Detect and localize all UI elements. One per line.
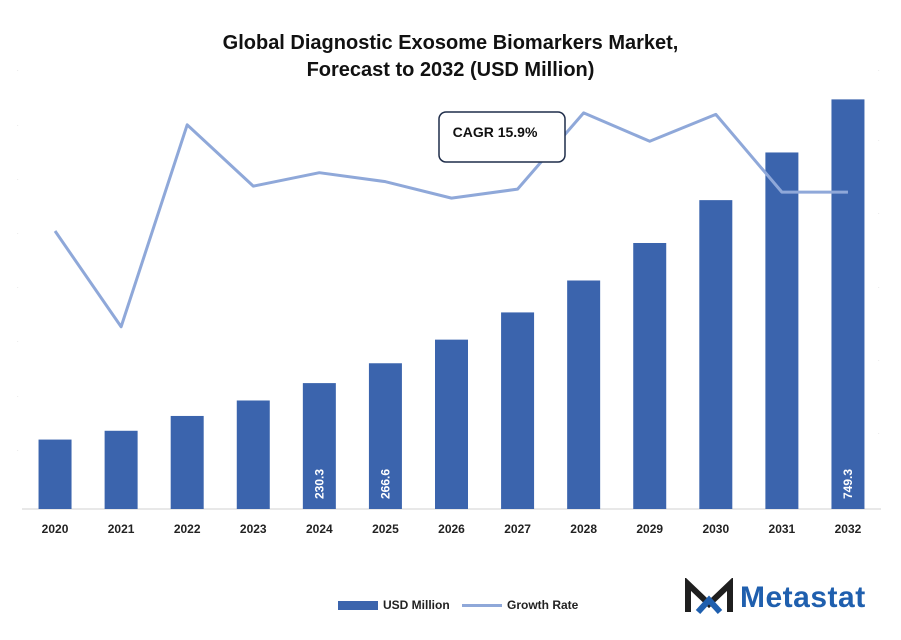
y2-axis-tick-0: -	[878, 67, 880, 72]
y-axis-tick-4: -	[17, 284, 19, 289]
cagr-annotation-text: CAGR 15.9%	[453, 124, 538, 140]
x-tick-label-2025: 2025	[372, 522, 399, 536]
bar-2028	[567, 280, 601, 509]
y-axis-tick-6: -	[17, 393, 19, 398]
y-axis-tick-0: -	[17, 67, 19, 72]
metastat-logo-icon	[685, 578, 733, 615]
bar-2021	[104, 430, 138, 509]
y-axis-tick-2: -	[17, 176, 19, 181]
x-tick-label-2020: 2020	[42, 522, 69, 536]
y2-axis-tick-4: -	[878, 357, 880, 362]
legend-item-growth-rate: Growth Rate	[462, 598, 578, 612]
x-tick-label-2029: 2029	[636, 522, 663, 536]
x-tick-label-2021: 2021	[108, 522, 135, 536]
bar-2023	[236, 400, 270, 509]
legend-item-usd-million: USD Million	[338, 598, 450, 612]
y-axis-tick-7: -	[17, 447, 19, 452]
bar-data-label-2024: 230.3	[312, 469, 326, 499]
chart-title-line2: Forecast to 2032 (USD Million)	[306, 59, 595, 81]
legend-label-growth-rate: Growth Rate	[507, 598, 579, 612]
x-tick-label-2028: 2028	[570, 522, 597, 536]
y2-axis-tick-1: -	[878, 137, 880, 142]
bar-2032	[831, 99, 865, 510]
bar-data-label-2025: 266.6	[378, 469, 392, 499]
bar-2020	[38, 439, 72, 509]
legend-swatch-bar	[338, 600, 378, 610]
bar-2029	[633, 242, 667, 509]
x-tick-label-2032: 2032	[835, 522, 862, 536]
x-tick-label-2027: 2027	[504, 522, 531, 536]
y-axis-tick-3: -	[17, 230, 19, 235]
legend: USD Million Growth Rate	[0, 598, 901, 618]
bar-2030	[699, 200, 733, 509]
legend-swatch-line	[462, 603, 502, 607]
y2-axis-tick-5: -	[878, 430, 880, 435]
legend-label-usd-million: USD Million	[383, 598, 450, 612]
cagr-annotation-box	[438, 111, 566, 163]
bar-2022	[170, 415, 204, 509]
x-tick-label-2026: 2026	[438, 522, 465, 536]
chart-title-line1: Global Diagnostic Exosome Biomarkers Mar…	[222, 32, 679, 54]
y-axis-tick-5: -	[17, 338, 19, 343]
chart-plot: - - - - - - - - - - - - - - 2020 2021 2022 2023 230.3 2024 2…	[17, 67, 881, 536]
y2-axis-tick-2: -	[878, 210, 880, 215]
x-tick-label-2022: 2022	[174, 522, 201, 536]
x-tick-label-2031: 2031	[769, 522, 796, 536]
y-axis-tick-1: -	[17, 122, 19, 127]
bar-2031	[765, 152, 799, 510]
x-tick-label-2024: 2024	[306, 522, 333, 536]
bar-2026	[435, 339, 468, 509]
chart-title: Global Diagnostic Exosome Biomarkers Mar…	[0, 30, 901, 84]
bar-2027	[501, 312, 535, 509]
y2-axis-tick-3: -	[878, 284, 880, 289]
x-tick-label-2030: 2030	[702, 522, 729, 536]
brand-logo: Metastat	[684, 578, 866, 618]
bar-data-label-2032: 749.3	[841, 469, 855, 499]
bar-2024	[302, 383, 336, 509]
bar-2025	[368, 363, 402, 509]
x-tick-label-2023: 2023	[240, 522, 267, 536]
brand-name: Metastat	[740, 581, 866, 614]
